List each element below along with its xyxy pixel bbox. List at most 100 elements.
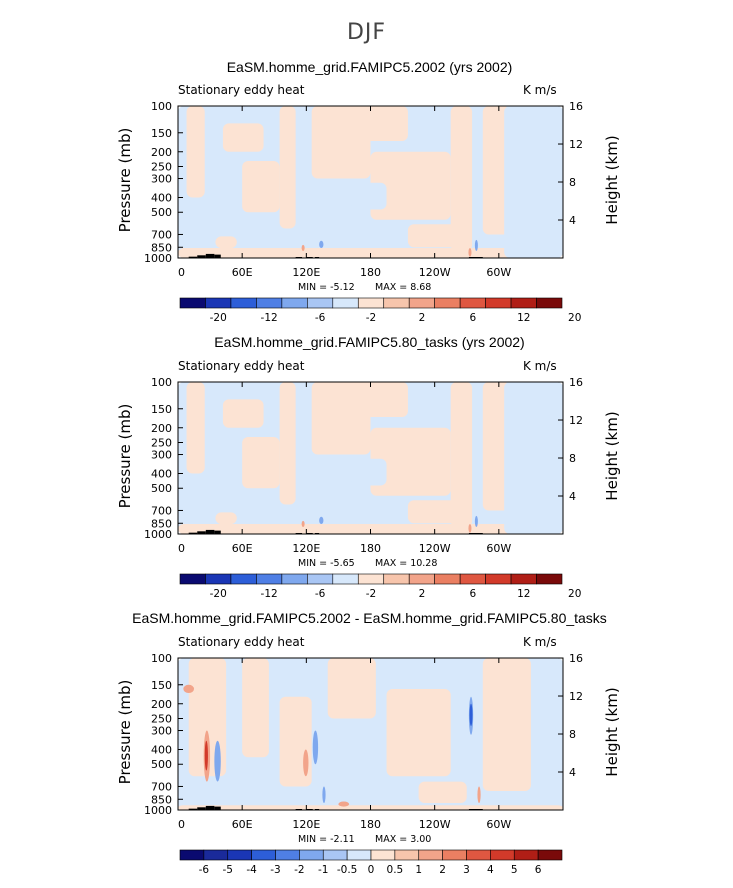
colorbar-label: 0.5: [387, 864, 404, 876]
x-tick-label: 120E: [292, 818, 320, 831]
x-tick-label: 60E: [232, 542, 253, 555]
y2-tick-label: 4: [569, 214, 576, 227]
contour-region: [351, 182, 387, 210]
contour-region: [279, 106, 296, 229]
y2-tick-label: 16: [569, 652, 583, 665]
y-tick-label: 850: [151, 793, 172, 806]
x-tick-label: 180: [360, 542, 381, 555]
contour-region: [279, 382, 296, 505]
y-tick-label: 500: [151, 758, 172, 771]
colorbar-label: 20: [568, 312, 581, 324]
min-value: MIN = -2.11: [298, 834, 355, 845]
terrain-block: [214, 530, 221, 534]
y-tick-label: 850: [151, 517, 172, 530]
colorbar-swatch: [357, 297, 385, 309]
y-tick-label: 500: [151, 206, 172, 219]
y2-tick-label: 16: [569, 376, 583, 389]
colorbar-label: 2: [419, 312, 426, 324]
contour-region: [386, 689, 451, 777]
max-value: MAX = 3.00: [375, 834, 431, 845]
contour-core: [477, 786, 481, 804]
colorbar-swatch: [466, 849, 491, 861]
colorbar-swatch: [179, 297, 206, 309]
x-tick-label: 180: [360, 818, 381, 831]
colorbar-label: -5: [223, 864, 233, 876]
colorbar-label: 1: [415, 864, 422, 876]
y-tick-label: 150: [151, 679, 172, 692]
colorbar-label: -20: [210, 588, 227, 600]
colorbar-label: 6: [470, 312, 477, 324]
colorbar-swatch: [205, 573, 232, 585]
colorbar-label: -6: [199, 864, 210, 876]
contour-core: [204, 740, 208, 771]
terrain-block: [188, 808, 198, 810]
page-title: DJF: [346, 20, 387, 45]
colorbar-swatch: [370, 849, 396, 861]
colorbar-swatch: [434, 297, 461, 309]
colorbar-swatch: [383, 297, 410, 309]
y-tick-label: 300: [151, 173, 172, 186]
colorbar-swatch: [227, 849, 252, 861]
y-tick-label: 100: [151, 100, 172, 113]
colorbar-swatch: [442, 849, 467, 861]
y-tick-label: 200: [151, 698, 172, 711]
y-tick-label: 150: [151, 127, 172, 140]
contour-core: [474, 239, 478, 252]
contour-region: [242, 436, 280, 489]
y-axis-title: Pressure (mb): [116, 128, 134, 233]
contour-region: [222, 399, 264, 428]
colorbar-swatch: [179, 573, 206, 585]
contour-field: [178, 658, 563, 810]
contour-region: [407, 224, 462, 248]
x-tick-label: 60E: [232, 818, 253, 831]
y-tick-label: 200: [151, 146, 172, 159]
y-tick-label: 100: [151, 376, 172, 389]
contour-core: [301, 244, 305, 252]
y2-tick-label: 4: [569, 490, 576, 503]
colorbar-swatch: [332, 573, 359, 585]
y2-tick-label: 8: [569, 452, 576, 465]
colorbar-swatch: [281, 573, 308, 585]
colorbar-swatch: [394, 849, 420, 861]
colorbar-label: 0: [368, 864, 375, 876]
variable-label: Stationary eddy heat: [178, 635, 305, 649]
colorbar-swatch: [536, 297, 563, 309]
y-tick-label: 700: [151, 780, 172, 793]
contour-region: [222, 123, 264, 152]
contour-region: [482, 382, 510, 511]
x-tick-label: 120E: [292, 542, 320, 555]
colorbar-swatch: [383, 573, 410, 585]
colorbar-swatch: [510, 297, 537, 309]
contour-region: [482, 658, 531, 792]
colorbar-swatch: [408, 297, 435, 309]
terrain-block: [197, 807, 206, 810]
variable-label: Stationary eddy heat: [178, 359, 305, 373]
terrain-block: [197, 531, 206, 534]
y-tick-label: 250: [151, 436, 172, 449]
x-tick-label: 120W: [419, 818, 451, 831]
contour-region: [418, 781, 467, 804]
x-tick-label: 120W: [419, 266, 451, 279]
y2-tick-label: 8: [569, 176, 576, 189]
colorbar-swatch: [485, 573, 512, 585]
contour-region: [186, 382, 205, 474]
panel-title: EaSM.homme_grid.FAMIPC5.80_tasks (yrs 20…: [214, 334, 524, 350]
colorbar-swatch: [230, 573, 257, 585]
y-tick-label: 100: [151, 652, 172, 665]
terrain-block: [214, 254, 221, 258]
colorbar-label: 12: [517, 588, 530, 600]
contour-core: [474, 515, 478, 528]
colorbar-swatch: [490, 849, 515, 861]
y2-tick-label: 16: [569, 100, 583, 113]
contour-core: [338, 801, 350, 807]
colorbar-swatch: [537, 849, 563, 861]
y2-tick-label: 12: [569, 138, 583, 151]
colorbar-swatch: [256, 297, 283, 309]
y-tick-label: 850: [151, 241, 172, 254]
contour-core: [319, 240, 324, 249]
contour-region: [215, 512, 237, 525]
y2-axis-title: Height (km): [603, 411, 621, 500]
colorbar-swatch: [459, 297, 486, 309]
y2-tick-label: 8: [569, 728, 576, 741]
